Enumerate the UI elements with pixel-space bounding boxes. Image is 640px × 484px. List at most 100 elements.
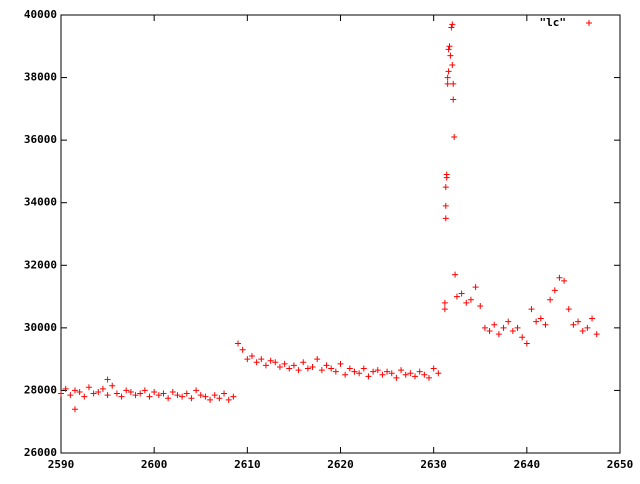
point [304,365,311,372]
point [570,321,577,328]
point [118,393,125,400]
point [183,390,190,397]
point [132,392,139,399]
point [388,370,395,377]
point [346,365,353,372]
point [230,393,237,400]
point [137,390,144,397]
point [449,62,456,69]
point [225,396,232,403]
point [370,368,377,375]
point [202,393,209,400]
point [262,362,269,369]
point [104,392,111,399]
point [67,392,74,399]
y-tick-label: 30000 [24,321,57,334]
point [127,388,134,395]
point [81,393,88,400]
point [445,46,452,53]
point [458,290,465,297]
point [441,306,448,313]
point [71,406,78,413]
point [426,374,433,381]
point [477,302,484,309]
point [491,321,498,328]
point [463,299,470,306]
plot-frame [60,14,621,454]
point [505,318,512,325]
point [314,356,321,363]
point [146,393,153,400]
legend-marker [586,20,592,26]
point [435,370,442,377]
point [342,371,349,378]
point [360,365,367,372]
point [318,367,325,374]
point [551,287,558,294]
point [486,327,493,334]
point [276,363,283,370]
point [216,395,223,402]
point [207,396,214,403]
y-tick-label: 32000 [24,258,57,271]
y-tick-label: 40000 [24,8,57,21]
point [589,315,596,322]
point [113,390,120,397]
y-tick-label: 38000 [24,71,57,84]
point [95,388,102,395]
point [575,318,582,325]
y-tick-label: 34000 [24,196,57,209]
point [442,184,449,191]
y-tick-label: 28000 [24,383,57,396]
point [239,346,246,353]
point [579,327,586,334]
point [141,387,148,394]
x-tick-label: 2640 [514,458,541,471]
point [533,318,540,325]
point [300,359,307,366]
point [450,80,457,87]
point [467,296,474,303]
point [197,392,204,399]
point [443,171,450,178]
point [281,360,288,367]
point [188,395,195,402]
point [442,202,449,209]
point [472,284,479,291]
point [337,360,344,367]
point [169,388,176,395]
point [445,68,452,75]
point [221,390,228,397]
point [323,362,330,369]
point [374,367,381,374]
point [244,356,251,363]
point [495,331,502,338]
point [514,324,521,331]
point [160,390,167,397]
point [452,271,459,278]
point [90,390,97,397]
point [235,340,242,347]
point [109,382,116,389]
point [447,52,454,59]
point [446,43,453,50]
x-tick-label: 2630 [420,458,447,471]
point [421,371,428,378]
point [500,324,507,331]
point [593,331,600,338]
point [430,365,437,372]
point [365,373,372,380]
point [123,387,130,394]
x-tick-label: 2650 [607,458,634,471]
point [71,387,78,394]
point [76,388,83,395]
point [295,367,302,374]
point [151,388,158,395]
point [402,371,409,378]
y-tick-label: 26000 [24,446,57,459]
point [356,370,363,377]
point [193,387,200,394]
point [85,384,92,391]
point [450,96,457,103]
